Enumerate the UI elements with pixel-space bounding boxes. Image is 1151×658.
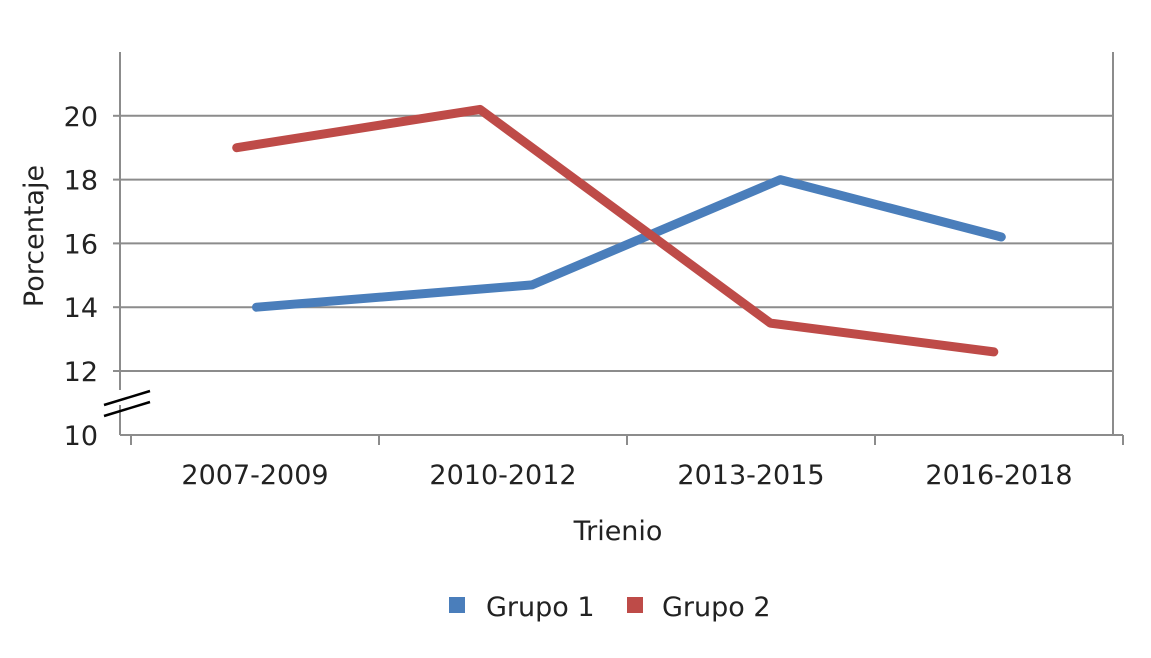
legend-swatch-grupo-1: [449, 597, 465, 613]
y-tick-label: 12: [64, 357, 98, 388]
x-tick-label: 2013-2015: [677, 460, 824, 491]
x-tick-label: 2016-2018: [925, 460, 1072, 491]
series-line-grupo-1: [252, 175, 1006, 312]
y-tick-label: 24: [64, 0, 98, 5]
y-axis-title: Porcentaje: [19, 165, 50, 307]
y-tick-label: 10: [64, 421, 98, 452]
axis-break-mark: [103, 400, 151, 418]
axes: [103, 52, 1124, 445]
legend-label-grupo-1: Grupo 1: [486, 592, 595, 623]
y-tick-label: 20: [64, 102, 98, 133]
gridlines: [120, 114, 1113, 372]
legend: Grupo 1 Grupo 2: [449, 592, 771, 623]
x-tick-label: 2007-2009: [181, 460, 328, 491]
y-tick-label: 14: [64, 293, 98, 324]
axis-break-mark: [103, 389, 151, 407]
y-tick-label: 18: [64, 166, 98, 197]
legend-label-grupo-2: Grupo 2: [662, 592, 771, 623]
series-line-grupo-2: [232, 104, 999, 357]
legend-swatch-grupo-2: [627, 597, 643, 613]
y-tick-label: 16: [64, 229, 98, 260]
y-tick-labels: 10 12 14 16 18 20 24: [64, 0, 98, 452]
x-tick-label: 2010-2012: [429, 460, 576, 491]
x-tick-labels: 2007-2009 2010-2012 2013-2015 2016-2018: [181, 460, 1072, 491]
series-lines: [232, 104, 1006, 357]
x-axis-title: Trienio: [573, 516, 663, 547]
